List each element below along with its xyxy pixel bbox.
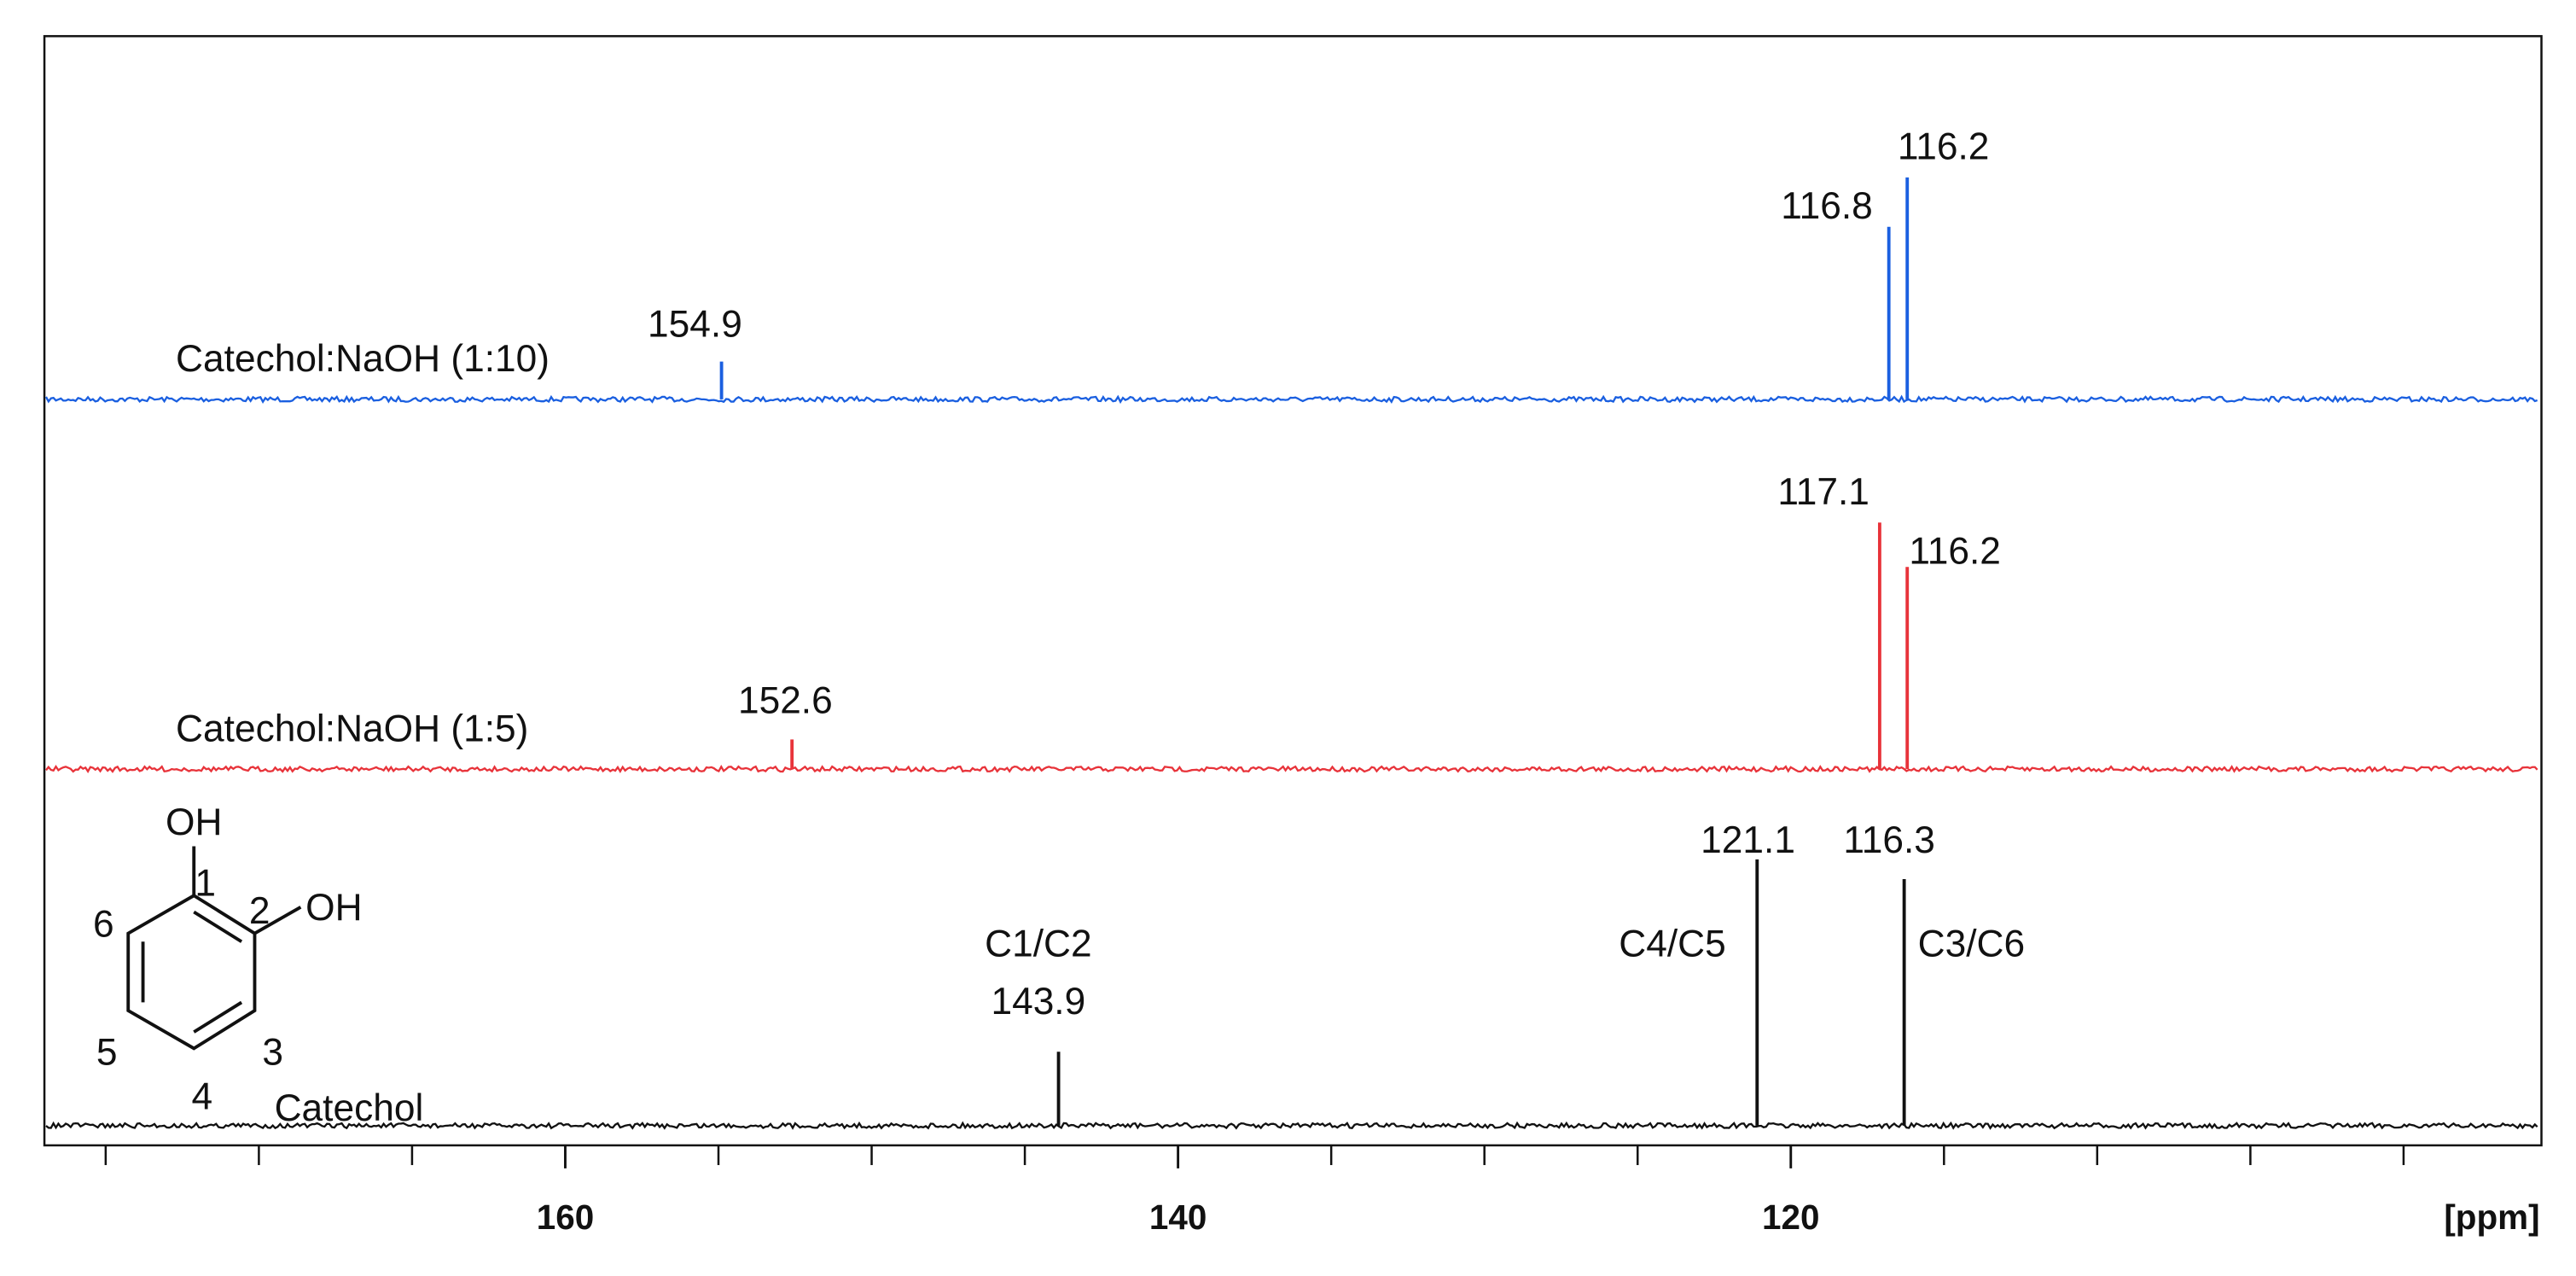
- position-number: 5: [96, 1032, 118, 1074]
- x-axis-unit: [ppm]: [2444, 1197, 2539, 1237]
- benzene-ring: [126, 894, 257, 1051]
- substituent: OH: [305, 887, 362, 929]
- baseline-noise: [45, 1121, 2538, 1130]
- assignment-label: C4/C5: [1619, 923, 1725, 965]
- x-tick-label: 140: [1149, 1197, 1207, 1237]
- peak-label: 121.1: [1701, 819, 1795, 861]
- peak-label: 154.9: [648, 304, 742, 346]
- position-number: 2: [249, 890, 270, 932]
- series-label: Catechol:NaOH (1:5): [176, 708, 528, 749]
- assignment-label: C1/C2: [985, 923, 1091, 965]
- peak-label: 117.1: [1777, 471, 1869, 513]
- position-number: 4: [192, 1076, 213, 1118]
- peak-label: 143.9: [991, 981, 1085, 1023]
- baseline-noise: [45, 765, 2538, 774]
- position-number: 3: [262, 1032, 283, 1074]
- baseline-noise: [44, 394, 2538, 405]
- double-bond: [193, 1000, 243, 1034]
- peak-label: 116.2: [1909, 530, 2001, 572]
- peak-label: 116.8: [1781, 185, 1873, 227]
- plot-frame: [43, 35, 2543, 1147]
- position-number: 1: [195, 862, 216, 904]
- position-number: 6: [93, 903, 114, 945]
- catechol-structure: [126, 846, 302, 1051]
- peak-label: 116.3: [1843, 819, 1935, 861]
- series-label: Catechol: [275, 1087, 424, 1129]
- x-tick-label: 120: [1762, 1197, 1819, 1237]
- peak-label: 116.2: [1898, 126, 1990, 168]
- peak-label: 152.6: [738, 680, 833, 722]
- assignment-label: C3/C6: [1918, 923, 2025, 965]
- series-label: Catechol:NaOH (1:10): [176, 338, 550, 380]
- double-bond: [193, 910, 243, 943]
- substituent: OH: [166, 801, 222, 843]
- x-tick-label: 160: [537, 1197, 594, 1237]
- bond: [253, 906, 302, 935]
